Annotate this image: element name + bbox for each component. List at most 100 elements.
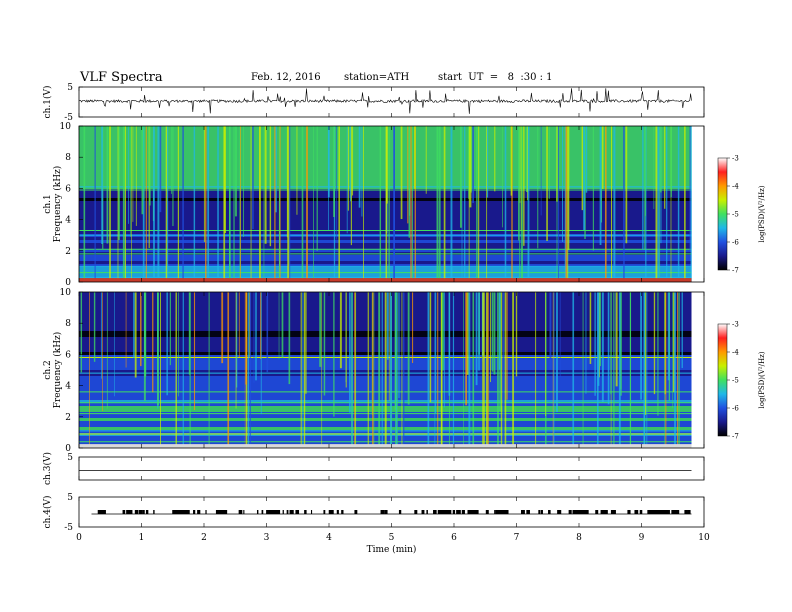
ch4-pulse [126, 510, 129, 514]
frequency-band [79, 216, 692, 219]
x-tick-label: 0 [76, 533, 82, 543]
ch4-pulse [426, 510, 428, 514]
ch4-pulse [270, 510, 275, 514]
x-tick-label: 8 [576, 533, 582, 543]
ytick-label: -5 [64, 523, 73, 533]
y-axis-label: ch.3(V) [42, 452, 53, 485]
ch4-pulse [575, 510, 580, 514]
panel-ch3-waveform: 5 ch.3(V) [42, 452, 705, 485]
frequency-band [79, 261, 692, 264]
ch4-pulse [138, 510, 143, 514]
station-label: station=ATH [344, 72, 410, 83]
frequency-band [79, 183, 692, 186]
frequency-band [79, 222, 692, 225]
ch4-pulse [384, 510, 388, 514]
frequency-band [79, 150, 692, 153]
ch4-pulse [435, 510, 437, 514]
date-label: Feb. 12, 2016 [251, 72, 321, 83]
frequency-band [79, 132, 692, 135]
ch4-pulse [467, 510, 479, 514]
channel-label: ch.2 [43, 360, 53, 379]
ch4-pulse [687, 510, 691, 514]
colorbar-bar [717, 157, 728, 271]
frequency-band [79, 129, 692, 132]
frequency-band [79, 159, 692, 162]
x-tick-label: 3 [264, 533, 270, 543]
ch4-pulse [97, 510, 106, 514]
frequency-band [79, 153, 692, 156]
ch4-pulse [671, 510, 676, 514]
ch4-pulse [215, 510, 228, 514]
ch4-pulse [414, 510, 418, 514]
frequency-band [79, 270, 692, 273]
ytick-label: 6 [65, 350, 71, 360]
ch4-pulse [193, 510, 196, 514]
ch4-pulse [640, 510, 643, 514]
frequency-band [79, 168, 692, 171]
ytick-label: 10 [60, 122, 72, 132]
colorbar-tick-label: -3 [732, 321, 739, 329]
ytick-label: 2 [65, 247, 71, 257]
low-frequency-band [79, 278, 692, 282]
frequency-band [79, 219, 692, 222]
y-axis-label: Frequency (kHz) [52, 166, 63, 243]
ch4-pulse [282, 510, 284, 514]
ch4-pulse [574, 510, 577, 514]
panel-ch1-spectrogram: 0 2 4 6 8 10 ch.1 Frequency (kHz) [43, 122, 705, 288]
colorbar-tick-label: -5 [732, 211, 739, 219]
ch4-pulse [647, 510, 649, 514]
ch4-pulse [461, 510, 465, 514]
x-tick-label: 9 [639, 533, 645, 543]
frequency-band [79, 195, 692, 198]
ch4-pulse [183, 510, 190, 514]
ch4-pulse [197, 510, 200, 514]
frequency-band [79, 141, 692, 144]
ch4-pulse [266, 510, 269, 514]
ch4-pulse [399, 510, 402, 514]
colorbar-tick-label: -6 [732, 239, 739, 247]
frequency-band [79, 231, 692, 234]
ch4-pulse [684, 510, 688, 514]
y-axis-label: Frequency (kHz) [52, 332, 63, 409]
ch4-pulse [526, 510, 530, 514]
frequency-band [79, 177, 692, 180]
ch4-pulse [122, 510, 126, 514]
frequency-band [79, 165, 692, 168]
ch4-pulse [658, 510, 668, 514]
ch4-pulse [595, 510, 598, 514]
ch4-pulse [289, 510, 294, 514]
x-tick-label: 5 [389, 533, 395, 543]
ch4-pulse [557, 510, 559, 514]
frequency-band [79, 147, 692, 150]
ytick-label: 4 [65, 216, 71, 226]
ch4-pulse [664, 510, 669, 514]
ch4-pulse [421, 510, 425, 514]
frequency-band [79, 249, 692, 252]
ch4-pulse [323, 510, 326, 514]
ch4-pulse [145, 510, 149, 514]
colorbar-label: log(PSD)(V²/Hz) [758, 185, 766, 242]
ch4-pulse [128, 510, 133, 514]
ch4-pulse [261, 510, 264, 514]
ytick-label: 5 [67, 83, 73, 93]
frequency-band [79, 174, 692, 177]
ch4-pulse [520, 510, 525, 514]
colorbar-ch2: -3 -4 -5 -6 -7 log(PSD)(V²/Hz) [717, 321, 766, 441]
ch4-pulse [495, 510, 509, 514]
frequency-band [79, 237, 692, 240]
x-axis-label: Time (min) [367, 544, 417, 555]
y-axis-label: ch.1(V) [42, 86, 53, 119]
ytick-label: 4 [65, 382, 71, 392]
ytick-label: 6 [65, 184, 71, 194]
ch4-pulse [649, 510, 652, 514]
panel-ch1-waveform: 5 -5 ch.1(V) [42, 83, 705, 123]
ch4-pulse [548, 510, 551, 514]
ytick-label: 8 [65, 153, 71, 163]
ch4-pulse [271, 510, 281, 514]
x-tick-label: 1 [139, 533, 145, 543]
frequency-band [79, 162, 692, 165]
ch4-pulse [328, 510, 334, 514]
ytick-label: 2 [65, 413, 71, 423]
frequency-band [79, 189, 692, 192]
frequency-band [79, 246, 692, 249]
